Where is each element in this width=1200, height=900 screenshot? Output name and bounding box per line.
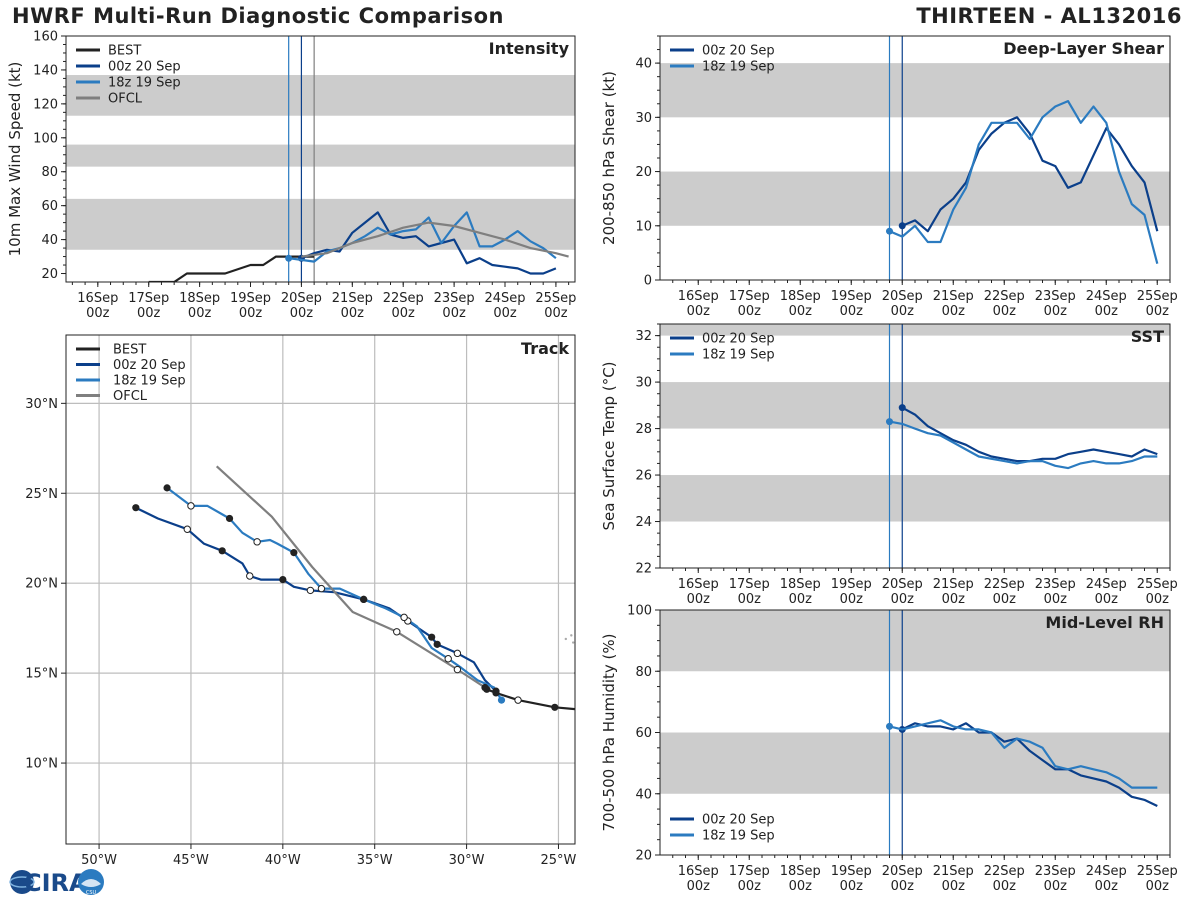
x-tick-label: 00z [442, 306, 466, 321]
legend-label: OFCL [108, 92, 143, 107]
axes-frame [65, 35, 576, 283]
y-axis-label: 10m Max Wind Speed (kt) [6, 62, 24, 257]
x-tick-label: 00z [493, 306, 517, 321]
x-tick-label: 18Sep [179, 291, 220, 306]
x-tick-label: 00z [392, 306, 416, 321]
y-tick-label: 60 [41, 199, 58, 214]
x-tick-label: 24Sep [484, 291, 525, 306]
x-tick-label: 00z [137, 306, 161, 321]
intensity-plot-area [66, 36, 575, 282]
intensity-chart: 2040608010012014016016Sep00z17Sep00z18Se… [6, 30, 576, 322]
series-start-point [285, 254, 293, 262]
y-tick-label: 100 [33, 131, 58, 146]
shaded-band [66, 144, 575, 167]
y-tick-label: 20 [41, 267, 58, 282]
logo-text: CIRA [24, 869, 88, 897]
cira-logo: CIRA CSU [9, 869, 104, 897]
y-tick-label: 80 [41, 165, 58, 180]
x-tick-label: 00z [188, 306, 212, 321]
y-tick-label: 160 [33, 30, 58, 45]
x-tick-label: 19Sep [230, 291, 271, 306]
x-tick-label: 22Sep [383, 291, 424, 306]
logo-subtext: CSU [86, 890, 97, 896]
legend-label: 00z 20 Sep [108, 60, 181, 75]
x-tick-label: 00z [341, 306, 365, 321]
x-tick-label: 00z [86, 306, 110, 321]
x-tick-label: 17Sep [128, 291, 169, 306]
y-tick-label: 120 [33, 97, 58, 112]
globe-icon [10, 870, 34, 894]
legend-label: 18z 19 Sep [108, 76, 181, 91]
series-line-ofcl [301, 221, 569, 258]
y-tick-label: 140 [33, 63, 58, 78]
x-tick-label: 20Sep [281, 291, 322, 306]
x-tick-label: 00z [544, 306, 568, 321]
figure-title: HWRF Multi-Run Diagnostic Comparison [12, 4, 505, 28]
shaded-band [66, 75, 575, 116]
x-tick-label: 00z [239, 306, 263, 321]
x-tick-label: 00z [290, 306, 314, 321]
y-tick-label: 40 [41, 233, 58, 248]
x-tick-label: 16Sep [77, 291, 118, 306]
panel-title: Intensity [489, 39, 570, 58]
shaded-band [66, 198, 575, 250]
x-tick-label: 25Sep [535, 291, 576, 306]
x-tick-label: 21Sep [332, 291, 373, 306]
storm-id: THIRTEEN - AL132016 [916, 4, 1182, 28]
legend-label: BEST [108, 44, 141, 59]
x-tick-label: 23Sep [434, 291, 475, 306]
